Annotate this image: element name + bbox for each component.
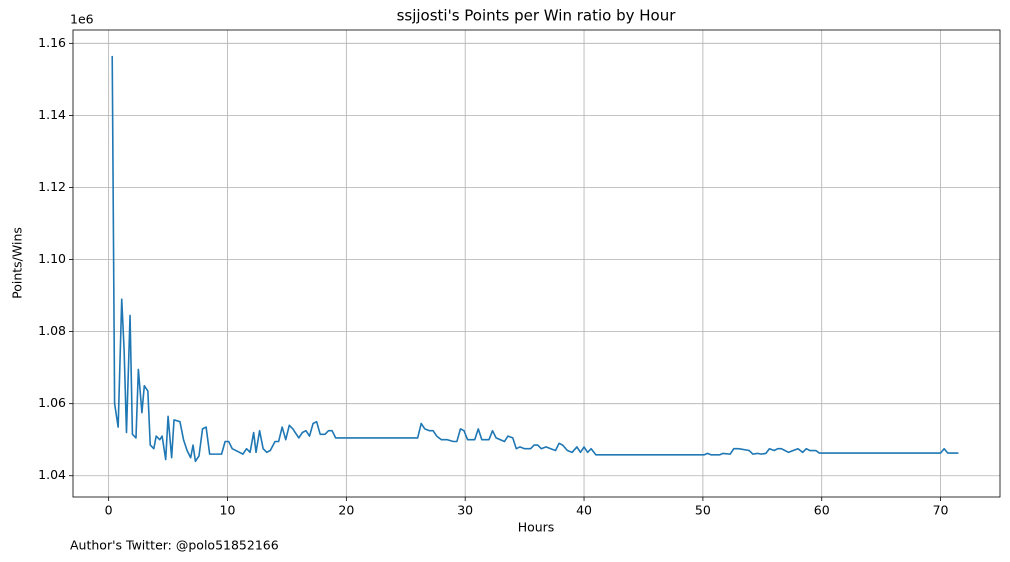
x-tick-label: 70 bbox=[933, 503, 949, 518]
x-axis-label: Hours bbox=[518, 520, 555, 535]
y-offset-label: 1e6 bbox=[70, 12, 94, 27]
x-tick-label: 0 bbox=[105, 503, 113, 518]
data-line bbox=[111, 55, 959, 463]
y-axis-label: Points/Wins bbox=[10, 227, 25, 299]
y-tick-label: 1.10 bbox=[38, 251, 66, 266]
chart-title: ssjjosti's Points per Win ratio by Hour bbox=[397, 7, 677, 25]
x-tick-label: 30 bbox=[457, 503, 473, 518]
x-tick-label: 50 bbox=[695, 503, 711, 518]
y-tick-label: 1.08 bbox=[38, 323, 66, 338]
x-tick-label: 60 bbox=[814, 503, 830, 518]
y-tick-label: 1.06 bbox=[38, 395, 66, 410]
y-tick-label: 1.12 bbox=[38, 179, 66, 194]
y-tick-label: 1.14 bbox=[38, 107, 66, 122]
x-tick-label: 20 bbox=[338, 503, 354, 518]
x-tick-label: 40 bbox=[576, 503, 592, 518]
y-tick-label: 1.16 bbox=[38, 35, 66, 50]
footer: Author's Twitter: @polo51852166 bbox=[70, 538, 279, 553]
y-tick-label: 1.04 bbox=[38, 467, 66, 482]
plot-frame bbox=[72, 29, 1001, 498]
x-tick-label: 10 bbox=[220, 503, 236, 518]
